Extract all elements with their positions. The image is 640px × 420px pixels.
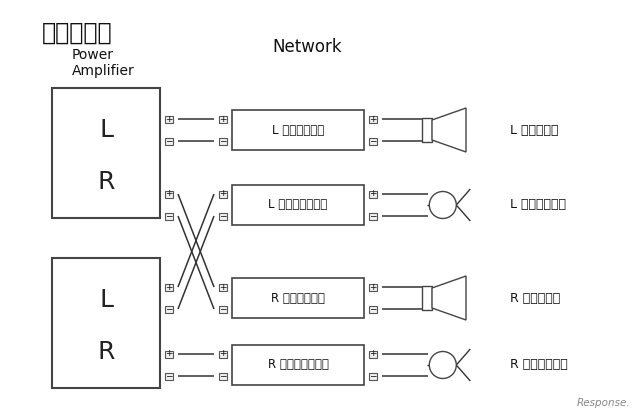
Bar	[219, 116, 227, 123]
Text: L ウーファー: L ウーファー	[510, 123, 559, 136]
Bar	[369, 305, 377, 312]
Polygon shape	[432, 276, 466, 320]
Bar	[219, 213, 227, 220]
Text: +: +	[369, 189, 377, 199]
Bar	[232, 185, 364, 225]
Text: −: −	[165, 304, 173, 313]
Text: +: +	[165, 115, 173, 123]
Text: Response.: Response.	[577, 398, 630, 408]
Bar	[219, 191, 227, 197]
Bar	[52, 258, 160, 388]
Text: +: +	[220, 283, 227, 291]
Bar	[369, 373, 377, 380]
Text: −: −	[369, 136, 377, 145]
Text: +: +	[220, 115, 227, 123]
Text: −: −	[369, 372, 377, 381]
Circle shape	[429, 352, 456, 378]
Text: +: +	[369, 349, 377, 359]
Text: −: −	[220, 372, 227, 381]
Text: +: +	[369, 115, 377, 123]
Text: Power
Amplifier: Power Amplifier	[72, 48, 135, 78]
Text: R トゥイーター用: R トゥイーター用	[268, 359, 328, 372]
Bar	[165, 351, 173, 357]
Text: +: +	[165, 283, 173, 291]
Text: L: L	[99, 118, 113, 142]
Text: R: R	[97, 170, 115, 194]
Text: L: L	[99, 288, 113, 312]
Text: Network: Network	[272, 38, 342, 56]
Bar	[422, 286, 432, 310]
Text: R トゥイーター: R トゥイーター	[510, 359, 568, 372]
Bar	[369, 116, 377, 123]
Text: バイアンプ: バイアンプ	[42, 22, 113, 45]
Bar	[165, 305, 173, 312]
Bar	[165, 137, 173, 144]
Text: −: −	[369, 304, 377, 313]
Circle shape	[429, 192, 456, 218]
Text: +: +	[220, 349, 227, 359]
Bar	[369, 137, 377, 144]
Bar	[219, 284, 227, 291]
Bar	[369, 213, 377, 220]
Bar	[369, 284, 377, 291]
Text: R: R	[97, 340, 115, 364]
Bar	[165, 284, 173, 291]
Text: −: −	[165, 212, 173, 220]
Text: L トゥイーター用: L トゥイーター用	[268, 199, 328, 212]
Bar	[165, 191, 173, 197]
Bar	[52, 88, 160, 218]
Text: +: +	[165, 189, 173, 199]
Text: −: −	[369, 212, 377, 220]
Text: −: −	[220, 212, 227, 220]
Bar	[165, 213, 173, 220]
Text: −: −	[165, 372, 173, 381]
Bar	[165, 373, 173, 380]
Text: −: −	[220, 136, 227, 145]
Bar	[219, 305, 227, 312]
Bar	[219, 137, 227, 144]
Bar	[232, 345, 364, 385]
Bar	[232, 278, 364, 318]
Text: R ウーファー: R ウーファー	[510, 291, 560, 304]
Text: +: +	[220, 189, 227, 199]
Text: R ウーファー用: R ウーファー用	[271, 291, 325, 304]
Bar	[219, 373, 227, 380]
Bar	[369, 191, 377, 197]
Text: −: −	[165, 136, 173, 145]
Polygon shape	[432, 108, 466, 152]
Bar	[422, 118, 432, 142]
Text: +: +	[165, 349, 173, 359]
Bar	[165, 116, 173, 123]
Text: L トゥイーター: L トゥイーター	[510, 199, 566, 212]
Text: −: −	[220, 304, 227, 313]
Text: L ウーファー用: L ウーファー用	[272, 123, 324, 136]
Bar	[232, 110, 364, 150]
Bar	[219, 351, 227, 357]
Text: +: +	[369, 283, 377, 291]
Bar	[369, 351, 377, 357]
